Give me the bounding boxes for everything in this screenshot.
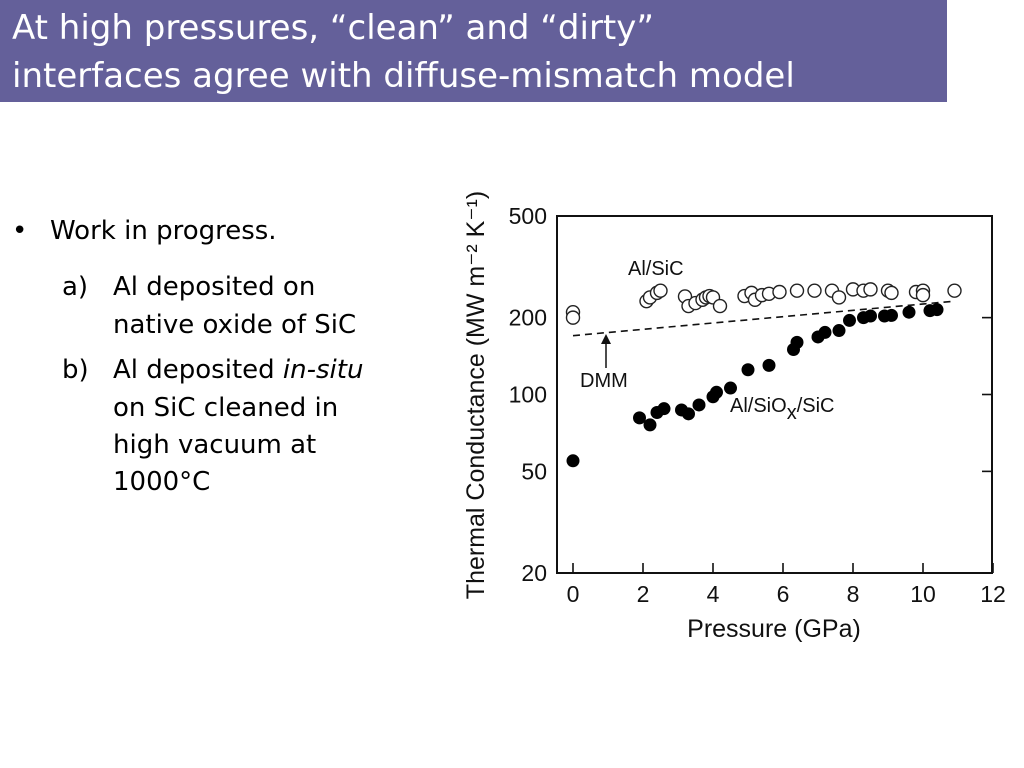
al-siox-sic-point (633, 411, 646, 425)
list-item-b-line-2: on SiC cleaned in (113, 393, 339, 423)
slide-title-line-1: At high pressures, “clean” and “dirty” (12, 8, 654, 48)
slide-title-bar: At high pressures, “clean” and “dirty” i… (0, 0, 947, 102)
dmm-dashed-line (572, 300, 955, 337)
al-siox-sic-point (832, 324, 846, 338)
al-siox-sic-point (902, 305, 916, 319)
al-siox-sic-point (566, 454, 580, 468)
al-sic-point (807, 283, 822, 298)
list-item-b-line-1-text: Al deposited (113, 355, 283, 385)
al-siox-sic-point (710, 385, 723, 399)
al-sic-point (863, 282, 878, 297)
thermal-conductance-chart: 0 2 4 6 8 10 12 20 50 100 200 500 Al/SiC Al/SiOx/S… (462, 191, 1006, 643)
y-ticks: 20 50 100 200 500 (509, 203, 992, 586)
y-tick-label: 200 (509, 305, 547, 331)
bullet-text: Work in progress. (50, 216, 277, 246)
list-item-a-line-2: native oxide of SiC (113, 310, 357, 340)
x-tick-label: 8 (847, 581, 860, 607)
y-tick-label: 100 (509, 382, 547, 408)
al-sic-point (884, 285, 899, 301)
al-sic-label: Al/SiC (628, 258, 684, 280)
al-sic-point (947, 283, 962, 298)
dmm-arrow-head (601, 334, 611, 344)
list-item-b-line-1: Al deposited in-situ (113, 352, 363, 388)
x-tick-label: 2 (637, 581, 650, 607)
list-item-b-line-3: high vacuum at (113, 430, 317, 460)
list-item-b-marker: b) (62, 355, 89, 385)
y-tick-label: 20 (521, 560, 547, 586)
al-sic-point (653, 283, 668, 298)
x-axis-title: Pressure (GPa) (687, 615, 861, 643)
x-tick-label: 4 (707, 581, 720, 607)
al-siox-sic-point (692, 398, 706, 412)
al-siox-sic-point (657, 402, 671, 416)
al-sic-points (565, 282, 962, 325)
al-sic-point (772, 284, 787, 300)
al-siox-sic-point (864, 309, 877, 323)
al-siox-sic-label-subscript: x (787, 402, 797, 424)
al-siox-sic-label-prefix: Al/SiO (730, 395, 787, 417)
x-tick-label: 6 (777, 581, 790, 607)
al-siox-sic-point (843, 313, 856, 327)
x-tick-label: 10 (910, 581, 936, 607)
al-siox-sic-point (790, 335, 804, 349)
al-siox-sic-point (762, 358, 776, 372)
bullet-marker: • (12, 216, 28, 246)
list-item-a-line-1: Al deposited on (113, 272, 316, 302)
al-sic-point (712, 298, 728, 314)
in-situ-italic: in-situ (282, 355, 364, 385)
al-siox-sic-point (930, 303, 944, 317)
al-sic-point (789, 283, 805, 298)
x-tick-label: 12 (980, 581, 1006, 607)
slide-title-line-2: interfaces agree with diffuse-mismatch m… (12, 56, 795, 96)
al-siox-sic-point (885, 308, 898, 322)
al-siox-sic-point (724, 381, 737, 395)
y-axis-title: Thermal Conductance (MW m⁻² K⁻¹) (462, 191, 490, 599)
al-siox-sic-label: Al/SiOx/SiC (730, 395, 834, 424)
al-siox-sic-point (818, 325, 832, 339)
dmm-label: DMM (580, 370, 628, 392)
al-siox-sic-points (566, 303, 944, 468)
list-item-a-marker: a) (62, 272, 89, 302)
al-siox-sic-label-suffix: /SiC (797, 395, 835, 417)
list-item-b-line-4: 1000°C (113, 467, 211, 497)
al-siox-sic-point (682, 407, 695, 421)
al-sic-point (831, 290, 847, 305)
y-tick-label: 500 (509, 203, 547, 229)
x-tick-label: 0 (567, 581, 580, 607)
x-ticks: 0 2 4 6 8 10 12 (567, 563, 1006, 607)
al-sic-point (915, 287, 931, 303)
al-siox-sic-point (741, 363, 755, 377)
al-sic-point (565, 310, 581, 325)
y-tick-label: 50 (521, 458, 547, 484)
al-siox-sic-point (643, 418, 657, 432)
